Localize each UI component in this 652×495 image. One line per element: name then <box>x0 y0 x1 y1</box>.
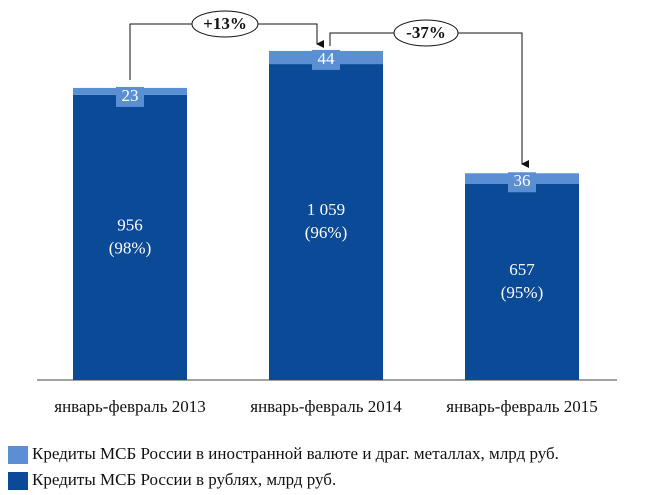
label-box <box>508 172 536 193</box>
legend-swatch <box>8 472 28 490</box>
annotation: -37% <box>406 23 446 42</box>
legend-label: Кредиты МСБ России в иностранной валюте … <box>32 444 559 463</box>
x-tick-label: январь-февраль 2013 <box>54 397 205 416</box>
annotation-bubble <box>191 10 259 38</box>
bar-segment <box>269 64 383 380</box>
legend-swatch <box>8 446 28 464</box>
share-label: (96%) <box>305 223 347 242</box>
legend-label: Кредиты МСБ России в рублях, млрд руб. <box>32 470 336 489</box>
share-label: (95%) <box>501 283 543 302</box>
data-label: 1 059 <box>307 200 345 219</box>
share-label: (98%) <box>109 238 151 257</box>
data-label: 23 <box>122 86 139 105</box>
data-label: 36 <box>514 171 531 190</box>
x-tick-label: январь-февраль 2015 <box>446 397 597 416</box>
label-box <box>312 49 340 70</box>
bar-segment <box>465 183 579 380</box>
data-label: 44 <box>318 49 336 68</box>
x-tick-label: январь-февраль 2014 <box>250 397 402 416</box>
data-label: 657 <box>509 260 535 279</box>
annotation-bubble <box>393 19 459 47</box>
label-box <box>116 86 144 107</box>
bar-segment <box>73 94 187 380</box>
annotation: +13% <box>203 14 247 33</box>
data-label: 956 <box>117 215 143 234</box>
